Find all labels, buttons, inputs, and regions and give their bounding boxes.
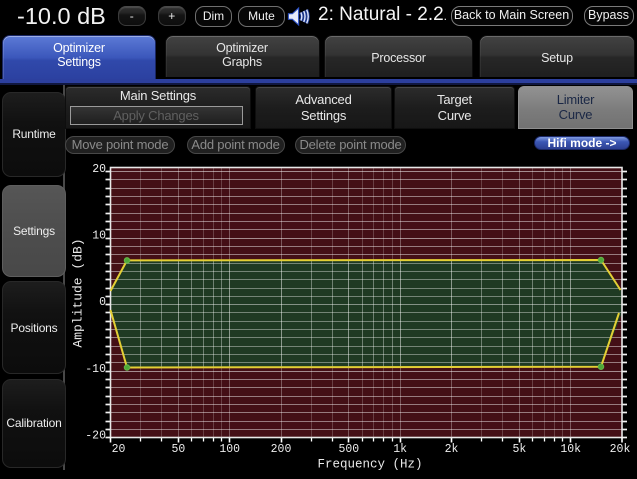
svg-text:5k: 5k <box>512 443 526 456</box>
svg-text:10k: 10k <box>560 443 581 456</box>
svg-text:Amplitude (dB): Amplitude (dB) <box>71 238 86 347</box>
svg-text:20: 20 <box>112 443 126 456</box>
svg-text:-10: -10 <box>85 363 106 376</box>
svg-text:200: 200 <box>271 443 292 456</box>
svg-text:20: 20 <box>92 163 106 176</box>
svg-text:0: 0 <box>99 296 106 309</box>
svg-text:2k: 2k <box>445 443 459 456</box>
svg-text:10: 10 <box>92 230 106 243</box>
svg-text:Frequency (Hz): Frequency (Hz) <box>317 458 422 472</box>
svg-text:500: 500 <box>338 443 359 456</box>
svg-text:20k: 20k <box>610 443 631 456</box>
svg-text:1k: 1k <box>393 443 407 456</box>
svg-text:100: 100 <box>219 443 240 456</box>
svg-text:50: 50 <box>171 443 185 456</box>
svg-text:-20: -20 <box>85 429 106 442</box>
